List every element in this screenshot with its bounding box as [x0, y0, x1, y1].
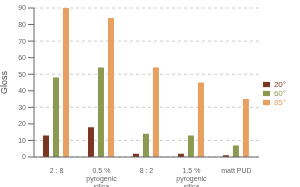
svg-text:0.5 %pyrogenicsilica: 0.5 %pyrogenicsilica [86, 167, 117, 187]
html-text:85°: 85° [273, 98, 286, 107]
svg-text:60: 60 [18, 54, 26, 61]
svg-text:10: 10 [18, 137, 26, 144]
svg-text:Gloss: Gloss [8, 71, 9, 95]
svg-text:0: 0 [22, 153, 26, 160]
svg-text:80: 80 [18, 21, 26, 28]
html-text:20°: 20° [273, 80, 286, 89]
svg-text:50: 50 [18, 71, 26, 78]
svg-text:1.5 %pyrogenicsilica: 1.5 %pyrogenicsilica [176, 167, 207, 187]
svg-text:90: 90 [18, 4, 26, 11]
html-text:60°: 60° [273, 89, 286, 98]
svg-text:30: 30 [18, 104, 26, 111]
svg-text:70: 70 [18, 38, 26, 45]
svg-text:8 : 2: 8 : 2 [140, 167, 154, 174]
svg-text:matt PUD: matt PUD [221, 167, 251, 174]
svg-text:2 : 8: 2 : 8 [50, 167, 64, 174]
svg-text:20: 20 [18, 120, 26, 127]
svg-text:40: 40 [18, 87, 26, 94]
